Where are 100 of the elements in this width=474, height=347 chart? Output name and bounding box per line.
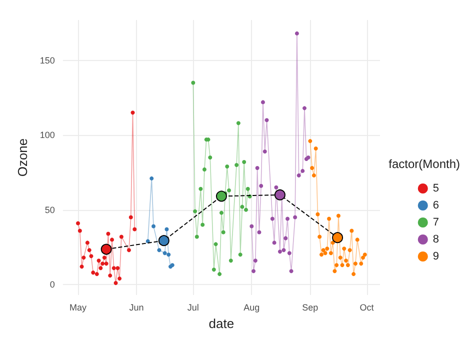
point (257, 230, 262, 234)
point (293, 215, 298, 220)
point (321, 248, 326, 252)
x-tick-label: Sep (302, 302, 318, 312)
y-tick-label: 0 (50, 280, 55, 290)
x-tick-label: Jun (129, 302, 144, 312)
point (214, 242, 218, 246)
point (350, 228, 354, 233)
point (302, 106, 307, 110)
y-axis-title: Ozone (15, 138, 30, 177)
point (314, 146, 318, 151)
point (130, 110, 135, 115)
point (260, 100, 265, 104)
point (332, 269, 337, 274)
point (228, 258, 233, 263)
x-tick-label: Jul (187, 302, 199, 312)
point (252, 269, 256, 274)
point (152, 224, 156, 228)
point (296, 173, 301, 178)
x-tick-label: May (70, 302, 88, 312)
point (310, 166, 314, 170)
point (164, 227, 169, 232)
point (240, 204, 244, 209)
y-tick-label: 50 (44, 204, 55, 215)
point (348, 248, 352, 252)
point (166, 252, 171, 257)
point (128, 215, 133, 220)
point (325, 246, 330, 251)
point (218, 272, 222, 276)
point (272, 240, 276, 245)
point (132, 227, 137, 232)
point (114, 281, 118, 286)
point (98, 266, 103, 270)
point (89, 254, 94, 258)
point (221, 230, 226, 234)
point (294, 31, 299, 36)
point (270, 216, 274, 221)
point (94, 272, 99, 276)
point (361, 256, 366, 260)
point (250, 224, 254, 228)
point (323, 251, 328, 256)
point (300, 168, 305, 173)
point (78, 228, 82, 233)
point (76, 221, 80, 226)
point (126, 248, 131, 252)
legend-label: 9 (432, 250, 440, 262)
point (225, 164, 230, 168)
point (118, 276, 122, 281)
point (96, 258, 101, 263)
point (112, 266, 116, 270)
point (108, 274, 112, 278)
point (219, 210, 224, 215)
point (91, 270, 96, 275)
point (194, 234, 199, 239)
point (355, 238, 360, 242)
x-tick-label: Oct (360, 302, 374, 312)
point (200, 222, 205, 227)
point (116, 266, 120, 270)
point (106, 232, 110, 236)
point (346, 263, 350, 268)
point (278, 250, 282, 254)
point (282, 248, 286, 252)
point (191, 80, 196, 85)
point (87, 248, 92, 252)
point (242, 160, 246, 164)
point (316, 212, 320, 216)
legend-label: 5 (432, 182, 440, 194)
point (82, 256, 86, 260)
x-tick-label: Aug (244, 302, 260, 312)
point (244, 208, 248, 212)
point (362, 252, 367, 257)
point (308, 139, 312, 144)
legend-label: 8 (432, 234, 440, 246)
legend-label: 7 (432, 216, 440, 228)
point (85, 240, 90, 245)
point (327, 216, 332, 221)
point (259, 184, 264, 188)
legend-label: 6 (432, 200, 440, 212)
point (202, 167, 206, 172)
point (334, 263, 339, 268)
point (344, 258, 348, 263)
point (212, 268, 216, 272)
point (264, 118, 269, 122)
point (238, 252, 242, 257)
point (340, 263, 344, 268)
point (319, 252, 324, 257)
point (338, 256, 342, 260)
point (312, 173, 316, 178)
point (100, 262, 105, 266)
point (198, 186, 203, 191)
legend-title: factor(Month) (388, 157, 460, 171)
point (286, 216, 290, 221)
point (262, 150, 267, 154)
point (246, 186, 250, 191)
point (328, 251, 333, 256)
point (193, 209, 198, 214)
point (287, 251, 292, 256)
point (227, 188, 232, 192)
point (162, 251, 167, 256)
point (342, 246, 346, 251)
